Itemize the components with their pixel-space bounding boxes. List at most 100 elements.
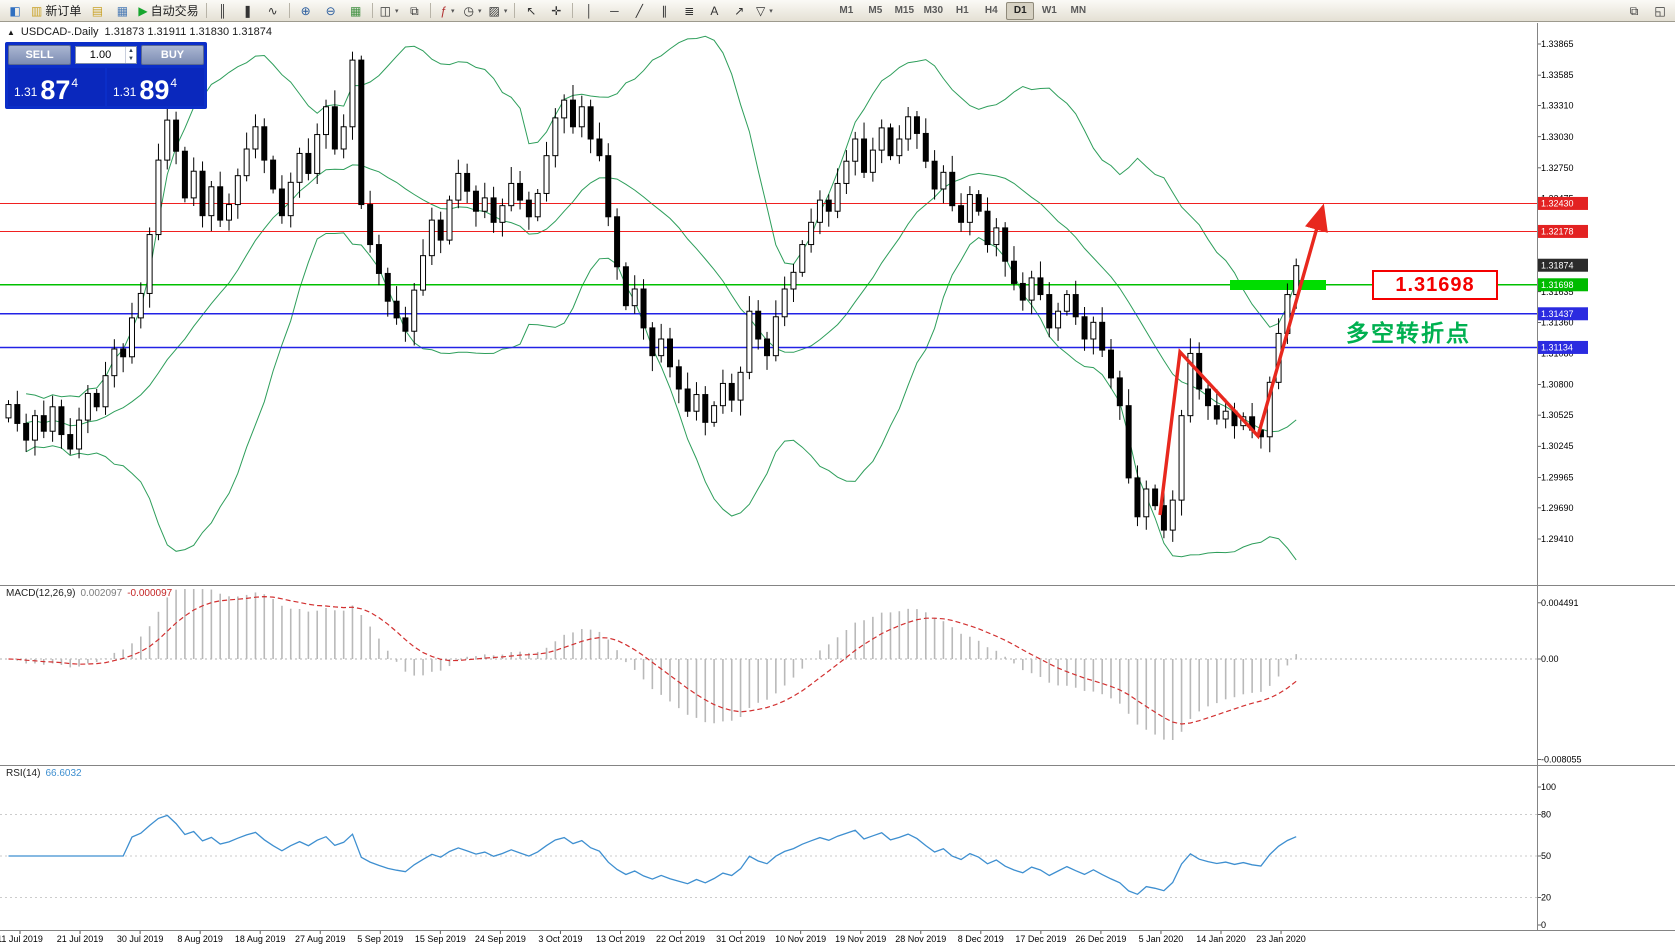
vertical-line-icon[interactable]: │ [577, 2, 601, 20]
shapes-icon-dropdown-icon[interactable]: ▾ [769, 7, 773, 15]
fibonacci-icon[interactable]: ≣ [677, 2, 701, 20]
indicators-icon[interactable]: ƒ ▾ [435, 2, 459, 20]
timeframe-h4-button[interactable]: H4 [984, 5, 998, 16]
text-label-icon[interactable]: A [702, 2, 726, 20]
rsi-tick-label: 20 [1541, 892, 1551, 902]
text-label-icon-glyph: A [710, 3, 719, 18]
rsi-value: 66.6032 [45, 768, 82, 779]
channel-icon-glyph: ∥ [661, 3, 668, 18]
price-tag-1.31874 [1538, 258, 1588, 272]
new-chart-icon-dropdown-icon[interactable]: ▾ [394, 7, 399, 15]
new-chart-icon[interactable]: ◫ ▾ [377, 2, 402, 20]
autotrade-button-label: 自动交易 [150, 4, 199, 18]
timeframe-m30-button[interactable]: M30 [923, 5, 944, 16]
auto-scroll-icon-glyph: ⧉ [410, 3, 419, 18]
timeframe-m5-button[interactable]: M5 [868, 5, 883, 16]
date-axis-background[interactable] [0, 930, 1675, 946]
volume-value[interactable]: 1.00 [89, 49, 112, 61]
periods-icon-dropdown-icon[interactable]: ▾ [477, 7, 482, 15]
fibonacci-icon-glyph: ≣ [684, 3, 695, 18]
timeframe-m1-button[interactable]: M1 [839, 5, 854, 16]
shapes-icon[interactable]: ▽ ▾ [752, 2, 776, 20]
fullscreen-icon[interactable]: ◱ [1648, 2, 1672, 20]
horizontal-line-icon[interactable]: ─ [602, 2, 626, 20]
price-tick-label: 1.33865 [1541, 39, 1574, 49]
new-order-button[interactable]: ▥ 新订单 [28, 2, 84, 20]
templates-icon[interactable]: ▨ ▾ [485, 2, 510, 20]
cursor-icon[interactable]: ↖ [519, 2, 543, 20]
volume-down-button[interactable]: ▼ [128, 56, 134, 62]
channel-icon[interactable]: ∥ [652, 2, 676, 20]
date-tick-label: 8 Dec 2019 [958, 934, 1004, 944]
date-tick-label: 5 Sep 2019 [357, 934, 403, 944]
bollinger-upper [26, 35, 1297, 399]
profiles-icon[interactable]: ▤ [85, 2, 109, 20]
sell-button[interactable]: SELL [8, 45, 71, 65]
timeframe-d1-button[interactable]: D1 [1006, 1, 1035, 20]
trendline-icon-glyph: ╱ [635, 3, 643, 18]
zoom-in-icon-glyph: ⊕ [300, 3, 311, 18]
macd-histogram [16, 589, 1298, 741]
data-window-icon[interactable]: ▦ [110, 2, 134, 20]
macd-tick-label: 0.00 [1541, 654, 1559, 664]
auto-scroll-icon[interactable]: ⧉ [402, 2, 426, 20]
price-tag-1.32430 [1538, 196, 1588, 210]
price-tick-label: 1.29965 [1541, 472, 1574, 482]
autotrade-button[interactable]: ▶ 自动交易 [135, 2, 201, 20]
toolbar-divider [371, 3, 373, 18]
pivot-highlight-bar[interactable] [1230, 280, 1326, 290]
tile-windows-icon[interactable]: ▦ [344, 2, 368, 20]
crosshair-icon[interactable]: ✛ [544, 2, 568, 20]
crosshair-icon-glyph: ✛ [551, 3, 562, 18]
buy-price-display[interactable]: 1.31 89 4 [107, 68, 204, 106]
candlestick-chart-icon[interactable]: ❚ [236, 2, 260, 20]
price-tag-label: 1.31698 [1541, 280, 1574, 290]
chart-window-icon[interactable]: ⧉ [1622, 2, 1646, 20]
date-tick-label: 3 Oct 2019 [538, 934, 582, 944]
line-chart-icon[interactable]: ∿ [261, 2, 285, 20]
timeframe-h1-button[interactable]: H1 [955, 5, 969, 16]
volume-up-button[interactable]: ▲ [128, 48, 134, 54]
price-callout-label[interactable]: 1.31698 [1372, 270, 1498, 300]
date-tick-label: 10 Nov 2019 [775, 934, 826, 944]
date-tick-label: 15 Sep 2019 [415, 934, 466, 944]
bollinger-middle [26, 164, 1297, 433]
turning-point-note[interactable]: 多空转折点 [1346, 320, 1471, 346]
price-tick-label: 1.30525 [1541, 410, 1574, 420]
toolbar-divider [288, 3, 290, 18]
timeframe-m15-button[interactable]: M15 [894, 5, 915, 16]
zoom-in-icon[interactable]: ⊕ [294, 2, 318, 20]
profiles-icon-glyph: ▤ [91, 3, 104, 18]
periods-icon[interactable]: ◷ ▾ [460, 2, 484, 20]
trendline-icon[interactable]: ╱ [627, 2, 651, 20]
trend-arrow[interactable] [1158, 203, 1328, 516]
templates-icon-dropdown-icon[interactable]: ▾ [503, 7, 508, 15]
new-order-button-glyph: ▥ [31, 3, 43, 18]
bar-chart-icon-glyph: ║ [218, 3, 227, 18]
zoom-out-icon[interactable]: ⊖ [319, 2, 343, 20]
rsi-line [8, 814, 1297, 896]
date-tick-label: 23 Jan 2020 [1256, 934, 1306, 944]
volume-input[interactable]: 1.00 ▲ ▼ [75, 46, 137, 64]
rsi-tick-label: 100 [1541, 782, 1556, 792]
sell-price-head: 1.31 [14, 85, 38, 99]
new-chart-icon-glyph: ◫ [379, 3, 391, 18]
timeframe-w1-button[interactable]: W1 [1041, 5, 1057, 16]
chart-background [0, 23, 1675, 946]
price-axis-background[interactable] [1538, 23, 1675, 930]
buy-button[interactable]: BUY [141, 45, 204, 65]
app-icon[interactable]: ◧ [3, 2, 27, 20]
arrow-object-icon[interactable]: ↗ [727, 2, 751, 20]
indicators-icon-dropdown-icon[interactable]: ▾ [451, 7, 455, 15]
macd-main-value: 0.002097 [80, 588, 123, 599]
toolbar-divider [514, 3, 516, 18]
date-tick-label: 31 Oct 2019 [716, 934, 765, 944]
timeframe-mn-button[interactable]: MN [1070, 5, 1087, 16]
bar-chart-icon[interactable]: ║ [211, 2, 235, 20]
price-tag-label: 1.32178 [1541, 227, 1574, 237]
periods-icon-glyph: ◷ [463, 3, 474, 18]
autotrade-button-glyph: ▶ [138, 3, 148, 18]
date-axis[interactable]: 11 Jul 2019 21 Jul 2019 30 Jul 2019 8 Aug 2… [0, 930, 1306, 944]
sell-price-display[interactable]: 1.31 87 4 [8, 68, 105, 106]
